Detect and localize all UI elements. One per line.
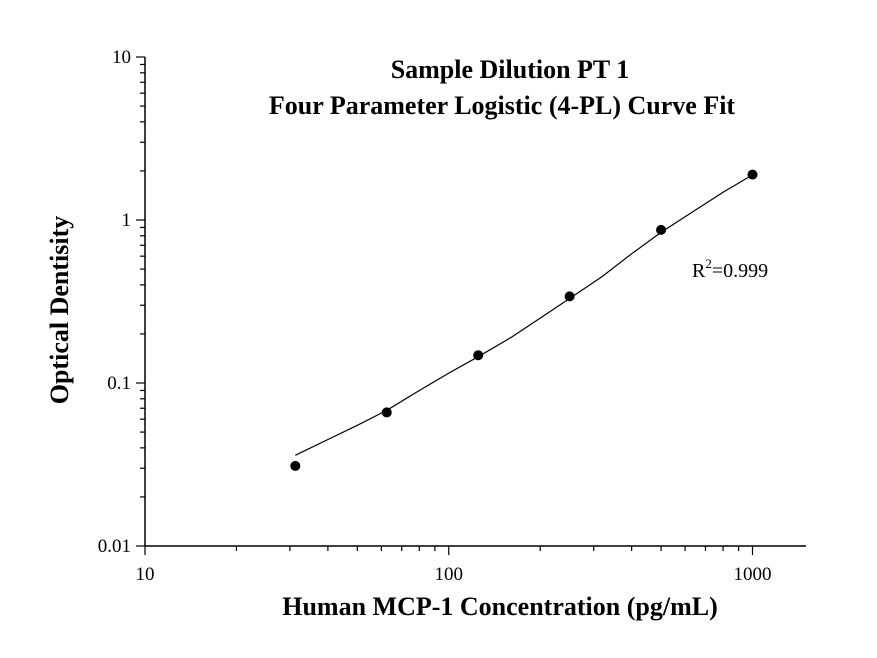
y-tick-label: 0.1 — [107, 373, 131, 394]
fit-curve — [295, 174, 753, 456]
x-tick-label: 10 — [136, 564, 155, 585]
chart-subtitle: Four Parameter Logistic (4-PL) Curve Fit — [269, 91, 736, 120]
x-axis-title: Human MCP-1 Concentration (pg/mL) — [282, 592, 717, 621]
data-point — [656, 224, 667, 235]
y-tick-label: 10 — [112, 47, 131, 68]
r-squared-sup: 2 — [705, 256, 712, 271]
r-squared-annotation: R2=0.999 — [692, 256, 768, 282]
data-point — [564, 291, 575, 302]
tick-labels: 10 100 1000 0.01 0.1 1 10 — [98, 47, 772, 585]
data-point — [290, 460, 301, 471]
axes — [144, 57, 806, 547]
r-squared-value: =0.999 — [712, 260, 768, 282]
data-point — [381, 407, 392, 418]
x-tick-label: 100 — [435, 564, 464, 585]
y-tick-label: 1 — [122, 210, 132, 231]
x-tick-label: 1000 — [734, 564, 772, 585]
data-points — [290, 169, 758, 471]
data-point — [747, 169, 758, 180]
y-tick-label: 0.01 — [98, 536, 131, 557]
ticks — [136, 56, 754, 555]
data-point — [473, 350, 484, 361]
r-squared-base: R — [692, 260, 706, 282]
chart-title: Sample Dilution PT 1 — [391, 55, 630, 84]
y-axis-title: Optical Dentisity — [45, 216, 74, 405]
